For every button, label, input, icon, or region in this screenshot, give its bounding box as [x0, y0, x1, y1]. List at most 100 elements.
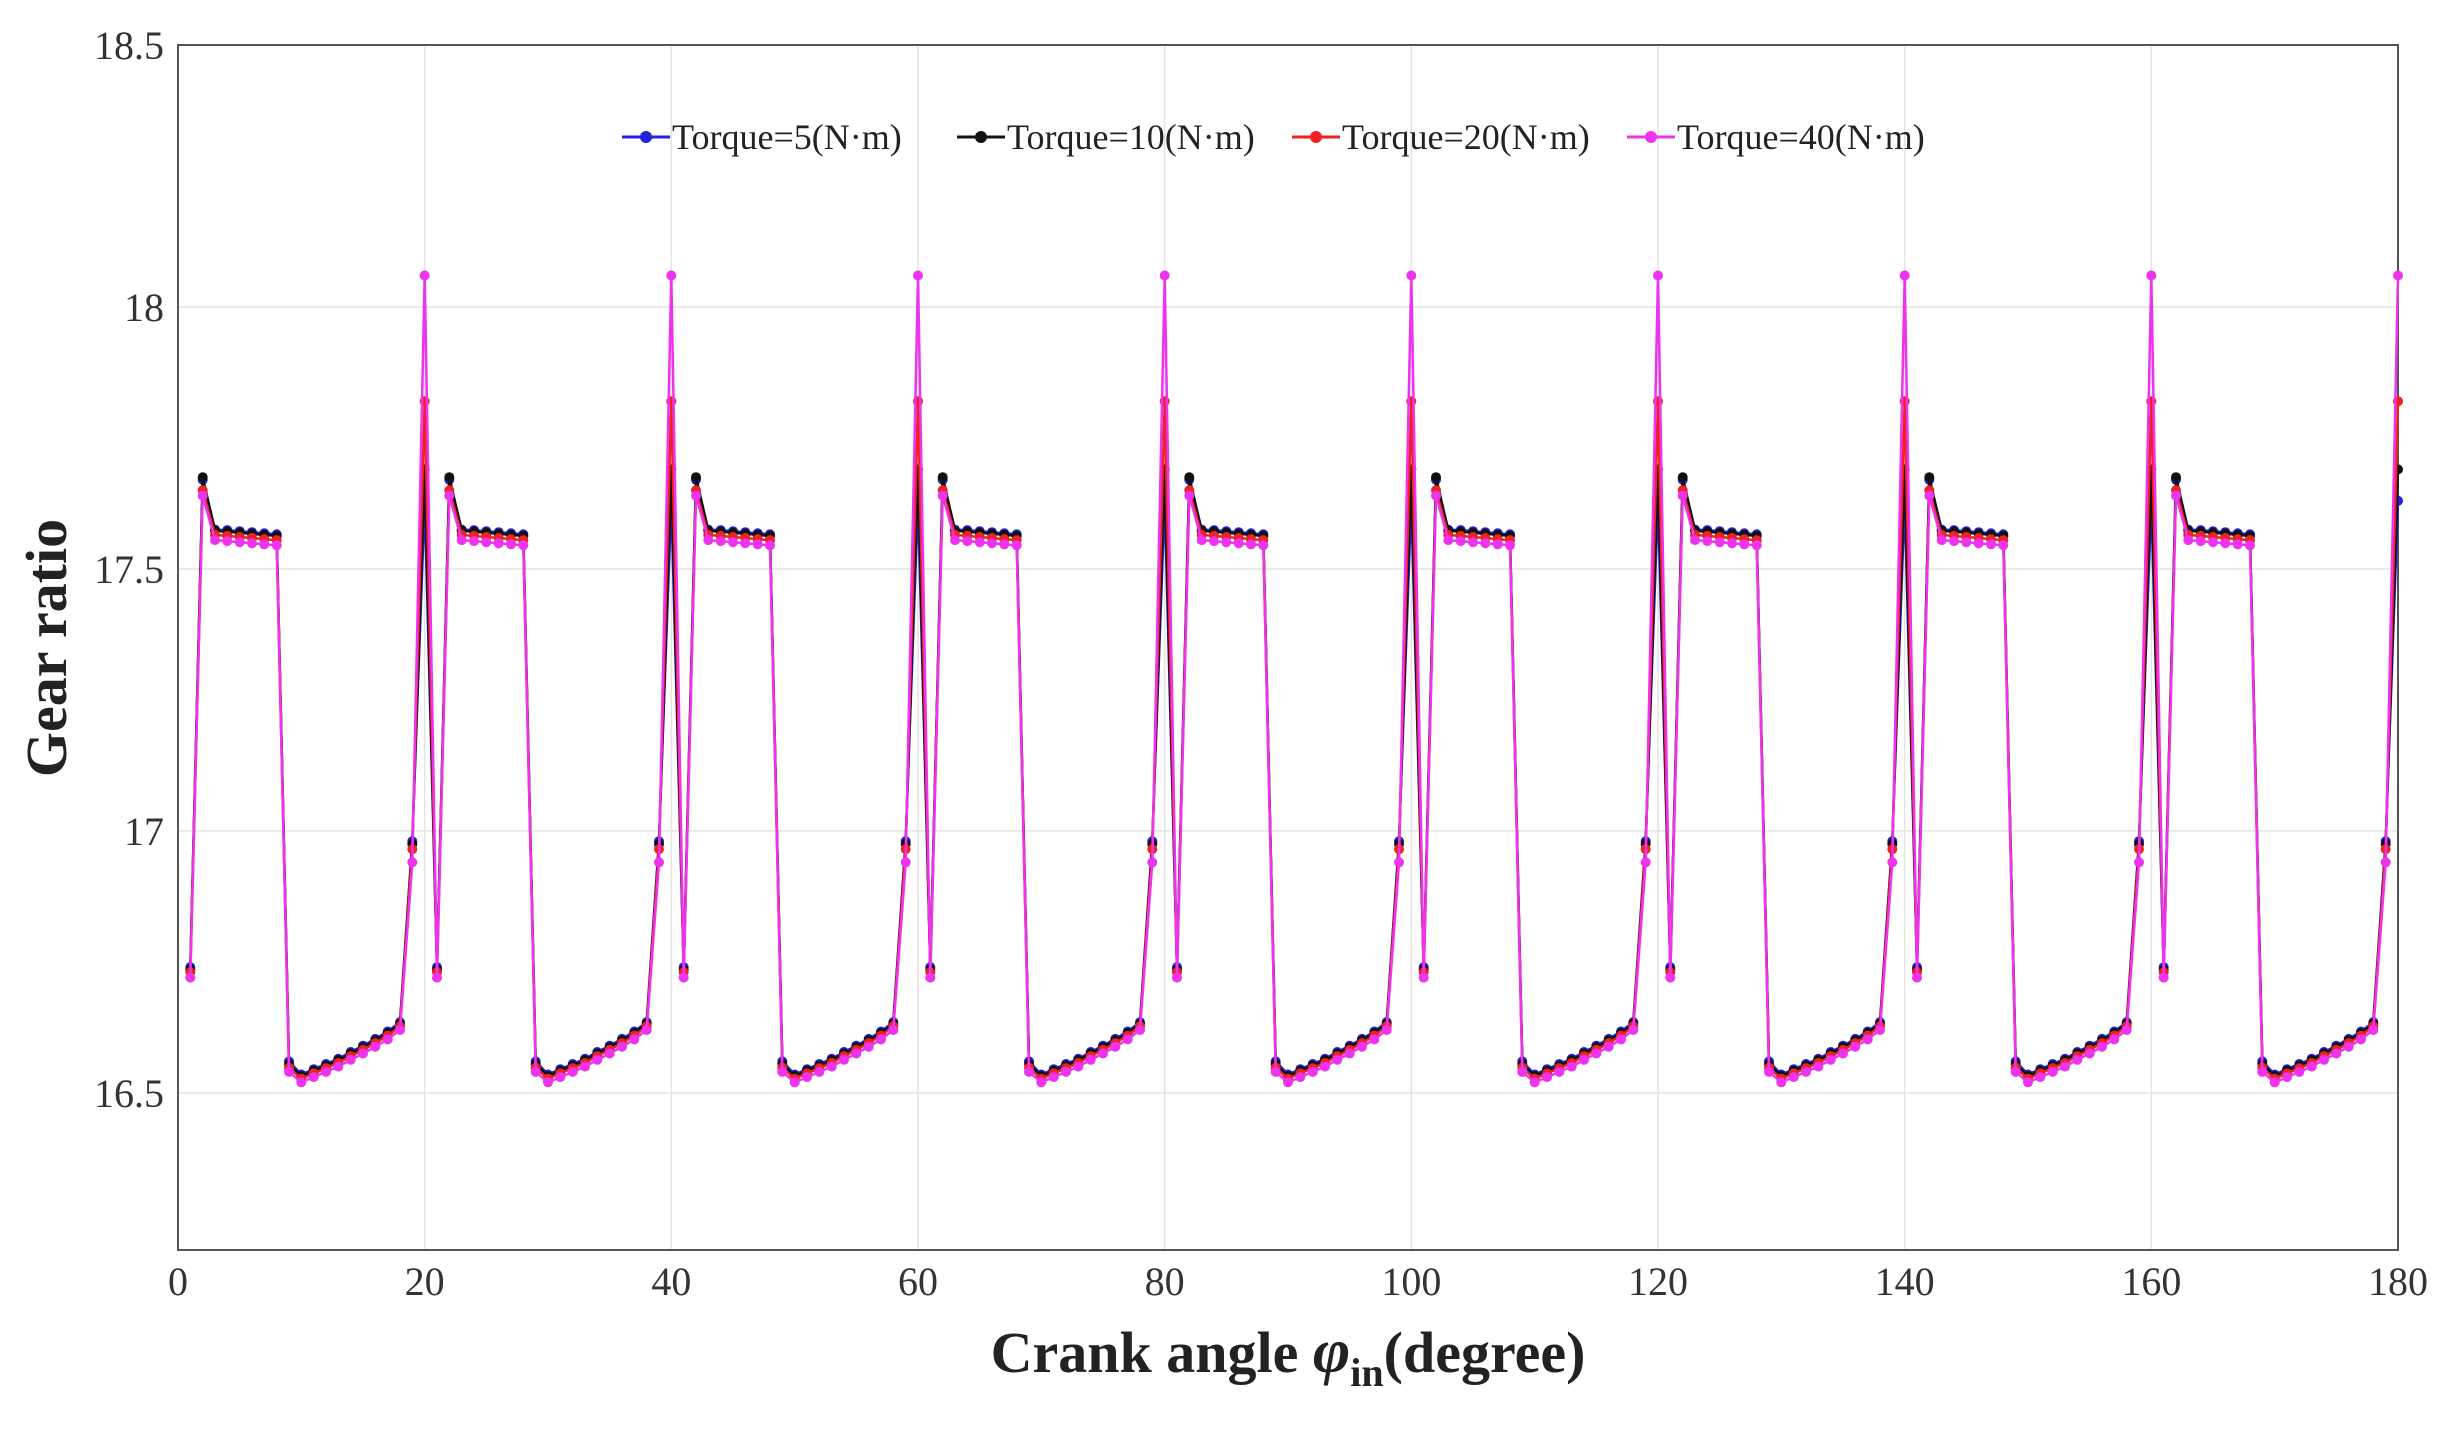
data-point	[358, 1048, 368, 1059]
data-point	[1147, 857, 1158, 868]
data-point	[2023, 1077, 2033, 1088]
data-point	[444, 472, 455, 483]
data-point	[1566, 1061, 1577, 1072]
data-point	[1554, 1066, 1565, 1077]
data-point	[937, 472, 948, 483]
data-point	[2220, 538, 2231, 549]
data-point	[321, 1066, 331, 1077]
data-point	[2084, 1048, 2095, 1059]
data-point	[1209, 536, 1219, 547]
data-point	[2072, 1054, 2083, 1065]
data-point	[1332, 1054, 1343, 1065]
legend-swatch-marker	[640, 131, 652, 143]
data-point	[2319, 1054, 2329, 1065]
data-point	[937, 490, 948, 501]
data-point	[1492, 539, 1503, 550]
legend-swatch-marker	[1645, 131, 1657, 143]
data-point	[1776, 1077, 1787, 1088]
data-point	[987, 538, 997, 549]
legend-item-4: Torque=40(N·m)	[1627, 117, 1925, 157]
legend-swatch-marker	[1310, 131, 1322, 143]
data-point	[2393, 270, 2403, 281]
data-point	[1233, 538, 1244, 549]
data-point	[617, 1041, 627, 1052]
data-point	[1406, 270, 1417, 281]
data-point	[2109, 1034, 2120, 1045]
grid-lines	[177, 44, 2399, 1250]
data-point	[2356, 1034, 2366, 1045]
data-point	[1431, 490, 1441, 501]
data-point	[1135, 1025, 1145, 1035]
data-point	[1739, 539, 1750, 550]
tick-labels: 0 20 40 60 80 100 120 140 160 180 16.5 17 17.5 18 18.5	[94, 23, 2428, 1304]
data-point	[2282, 1072, 2292, 1083]
data-point	[333, 1061, 344, 1072]
data-point	[1320, 1061, 1330, 1072]
data-point	[2060, 1061, 2070, 1072]
data-point	[284, 1066, 294, 1077]
y-tick-label: 18.5	[94, 23, 164, 68]
data-point	[407, 857, 418, 868]
data-point	[1246, 539, 1256, 550]
data-point	[740, 538, 751, 549]
data-point	[1961, 537, 1972, 548]
data-point	[185, 972, 196, 983]
data-point	[851, 1048, 862, 1059]
data-point	[1048, 1072, 1059, 1083]
data-point	[234, 537, 245, 548]
data-point	[1813, 1061, 1824, 1072]
legend-item-1: Torque=5(N·m)	[622, 117, 902, 157]
data-point	[1640, 857, 1651, 868]
data-point	[1184, 472, 1195, 483]
data-point	[691, 472, 701, 483]
data-point	[1714, 537, 1725, 548]
data-point	[802, 1072, 812, 1083]
data-point	[210, 535, 220, 546]
data-point	[1912, 972, 1922, 983]
data-point	[2380, 857, 2391, 868]
data-point	[1011, 540, 1022, 551]
x-axis-title-unit: (degree)	[1384, 1320, 1586, 1385]
data-point	[259, 539, 270, 550]
data-point	[2010, 1066, 2021, 1077]
data-point	[1665, 972, 1676, 983]
data-point	[1579, 1054, 1589, 1065]
data-point	[839, 1054, 849, 1065]
data-point	[518, 540, 529, 551]
data-point	[1024, 1066, 1034, 1077]
data-point	[395, 1025, 405, 1035]
data-point	[197, 472, 208, 483]
data-point	[1517, 1066, 1528, 1077]
data-point	[1727, 538, 1737, 549]
data-point	[876, 1034, 886, 1045]
data-point	[1221, 537, 1232, 548]
x-axis-title: Crank angle φin(degree)	[991, 1315, 1586, 1395]
data-point	[456, 535, 467, 546]
data-point	[567, 1066, 578, 1077]
legend-label: Torque=20(N·m)	[1342, 117, 1590, 157]
data-point	[715, 536, 726, 547]
data-point	[1369, 1034, 1380, 1045]
data-point	[1283, 1077, 1293, 1088]
data-point	[1505, 540, 1515, 551]
data-point	[580, 1061, 590, 1072]
data-point	[1936, 535, 1947, 546]
x-tick-label: 60	[898, 1259, 938, 1304]
data-point	[2294, 1066, 2305, 1077]
data-point	[950, 535, 960, 546]
data-point	[863, 1041, 874, 1052]
data-point	[592, 1054, 603, 1065]
data-point	[814, 1066, 825, 1077]
legend-label: Torque=10(N·m)	[1007, 117, 1255, 157]
data-point	[2306, 1061, 2317, 1072]
data-point	[543, 1077, 553, 1088]
data-point	[555, 1072, 566, 1083]
data-point	[2232, 539, 2243, 550]
data-point	[1998, 540, 2009, 551]
data-point	[2343, 1041, 2354, 1052]
legend-swatch-marker	[975, 131, 987, 143]
data-point	[1838, 1048, 1848, 1059]
data-point	[506, 539, 516, 550]
x-tick-label: 100	[1381, 1259, 1441, 1304]
y-tick-label: 18	[124, 285, 164, 330]
